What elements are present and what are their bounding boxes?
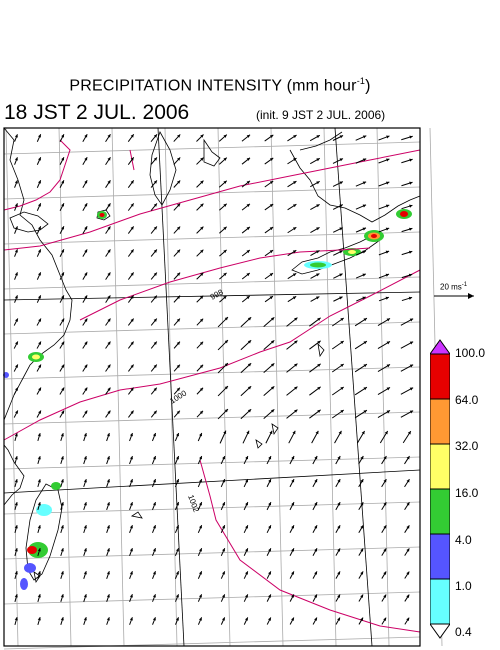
map-title: PRECIPITATION INTENSITY (mm hour-1): [69, 76, 371, 95]
legend-label-16: 16.0: [455, 486, 479, 500]
precipitation-cells: [3, 209, 412, 590]
map-frame: [3, 127, 421, 647]
colorbar-box: [430, 533, 450, 580]
isobars: [3, 139, 421, 633]
wind-vectors: [13, 133, 414, 625]
colorbar-box: [430, 398, 450, 445]
colorbar-bottom-arrow: [430, 623, 450, 639]
lat-lon-grid: [3, 127, 443, 650]
legend-label-64: 64.0: [455, 393, 479, 407]
valid-time: 18 JST 2 JUL. 2006: [4, 101, 190, 124]
legend-label-4: 4.0: [455, 533, 472, 547]
colorbar-box: [430, 578, 450, 625]
legend-label-04: 0.4: [455, 625, 472, 639]
wind-scale-label: 20 ms-1: [440, 282, 468, 292]
colorbar-box: [430, 353, 450, 400]
colorbar-box: [430, 443, 450, 490]
colorbar-box: [430, 488, 450, 535]
legend-label-100: 100.0: [455, 346, 486, 360]
colorbar-top-arrow: [430, 339, 450, 355]
legend-label-32: 32.0: [455, 439, 479, 453]
legend-label-1: 1.0: [455, 579, 472, 593]
colorbar: [430, 339, 450, 639]
wind-scale-arrow: [434, 293, 474, 299]
init-time: (init. 9 JST 2 JUL. 2006): [256, 108, 386, 122]
coastlines: [3, 127, 421, 584]
